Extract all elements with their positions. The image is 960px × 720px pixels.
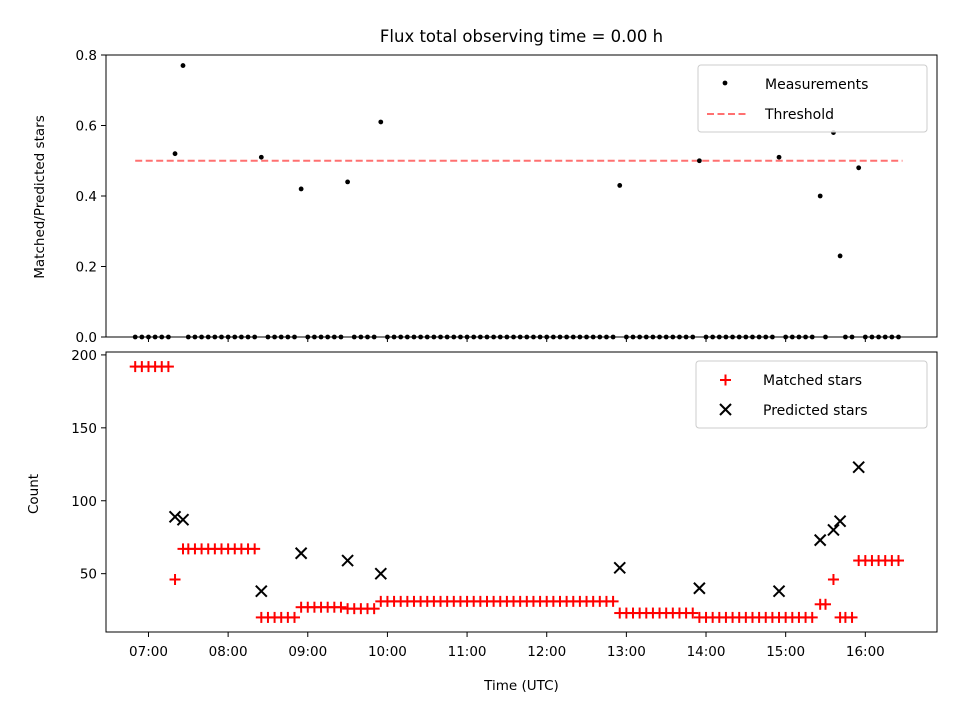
bottom-panel: 50 100 150 200 07:00 08:00 09:00 10:00 11:00 12:… bbox=[26, 348, 938, 694]
top-legend-box bbox=[697, 64, 928, 133]
measurement-point bbox=[696, 158, 702, 164]
measurement-point bbox=[837, 253, 843, 259]
bottom-x-tick-label: 09:00 bbox=[288, 644, 327, 660]
measurement-point bbox=[617, 183, 623, 188]
matched-stars-point bbox=[846, 611, 858, 623]
bottom-y-tick-label: 200 bbox=[71, 348, 97, 364]
measurement-point bbox=[298, 186, 304, 192]
bottom-x-ticks: 07:00 08:00 09:00 10:00 11:00 12:00 13:00 14:00… bbox=[129, 632, 885, 660]
bottom-x-tick-label: 11:00 bbox=[448, 644, 487, 660]
top-y-tick-label: 0.6 bbox=[76, 119, 97, 135]
measurement-point bbox=[378, 119, 384, 125]
top-legend: Measurements Threshold bbox=[697, 64, 928, 133]
bottom-x-tick-label: 16:00 bbox=[846, 644, 885, 660]
top-y-tick-label: 0.0 bbox=[76, 330, 97, 346]
matched-stars-point bbox=[368, 603, 380, 615]
measurement-point bbox=[817, 193, 823, 199]
bottom-x-tick-label: 12:00 bbox=[527, 644, 566, 660]
matched-stars-point bbox=[335, 601, 347, 613]
top-y-tick-label: 0.2 bbox=[76, 260, 97, 276]
x-axis-label: Time (UTC) bbox=[483, 678, 559, 694]
predicted-stars-point bbox=[693, 582, 706, 595]
legend-predicted-label: Predicted stars bbox=[763, 403, 868, 419]
matched-stars-point bbox=[687, 607, 699, 619]
matched-stars-point bbox=[806, 611, 818, 623]
predicted-stars-point bbox=[255, 584, 268, 598]
predicted-stars-point bbox=[176, 513, 190, 526]
bottom-x-tick-label: 10:00 bbox=[368, 644, 407, 660]
legend-matched-label: Matched stars bbox=[763, 373, 862, 389]
predicted-stars-point bbox=[833, 514, 847, 528]
legend-measurements-marker bbox=[722, 80, 728, 86]
bottom-axes-frame bbox=[105, 351, 938, 633]
bottom-y-ticks: 50 100 150 200 bbox=[71, 348, 106, 583]
bottom-y-tick-label: 50 bbox=[80, 567, 97, 583]
legend-threshold-label: Threshold bbox=[764, 107, 834, 123]
matched-stars-point bbox=[162, 361, 174, 373]
chart-title: Flux total observing time = 0.00 h bbox=[380, 27, 663, 46]
measurement-point bbox=[856, 165, 862, 171]
matched-stars-point bbox=[289, 611, 301, 623]
bottom-legend-box bbox=[695, 360, 928, 429]
matched-stars-point bbox=[169, 574, 181, 585]
bottom-x-tick-label: 08:00 bbox=[209, 644, 248, 660]
measurement-point bbox=[180, 63, 186, 68]
bottom-y-tick-label: 150 bbox=[71, 421, 97, 437]
predicted-stars-point bbox=[813, 533, 827, 547]
predicted-stars-point bbox=[294, 547, 308, 560]
predicted-stars-point bbox=[827, 523, 840, 537]
measurement-point bbox=[345, 179, 351, 185]
top-y-tick-label: 0.4 bbox=[76, 189, 97, 205]
top-panel: 0.00.20.40.60.8 Matched/Predicted stars … bbox=[32, 48, 938, 346]
top-x-ticks bbox=[147, 337, 866, 342]
top-y-axis-label: Matched/Predicted stars bbox=[32, 115, 48, 278]
predicted-stars-point bbox=[374, 567, 387, 580]
predicted-stars-point bbox=[852, 461, 865, 474]
matched-stars-point bbox=[607, 595, 619, 607]
legend-measurements-label: Measurements bbox=[765, 77, 868, 93]
bottom-y-axis-label: Count bbox=[26, 474, 42, 514]
legend-predicted-marker bbox=[719, 403, 732, 416]
predicted-stars-point bbox=[341, 554, 354, 567]
measurement-point bbox=[776, 154, 782, 160]
bottom-x-tick-label: 15:00 bbox=[766, 644, 805, 660]
top-marks bbox=[132, 63, 903, 340]
top-y-tick-label: 0.8 bbox=[76, 48, 97, 64]
bottom-x-tick-label: 14:00 bbox=[687, 644, 726, 660]
bottom-x-tick-label: 13:00 bbox=[607, 644, 646, 660]
matched-stars-point bbox=[827, 574, 839, 585]
measurement-point bbox=[172, 151, 178, 157]
matched-stars-point bbox=[249, 543, 261, 555]
bottom-marks bbox=[129, 361, 905, 623]
predicted-stars-point bbox=[772, 584, 786, 598]
matched-stars-point bbox=[893, 555, 905, 567]
top-y-ticks: 0.0 0.2 0.4 0.6 0.8 bbox=[76, 48, 106, 346]
legend-matched-marker bbox=[720, 374, 731, 386]
predicted-stars-point bbox=[613, 561, 626, 575]
measurement-point bbox=[258, 154, 264, 160]
bottom-x-tick-label: 07:00 bbox=[129, 644, 168, 660]
bottom-legend: Matched stars Predicted stars bbox=[695, 360, 928, 429]
bottom-y-tick-label: 100 bbox=[71, 494, 97, 510]
matched-stars-point bbox=[819, 598, 831, 610]
predicted-stars-point bbox=[168, 510, 182, 523]
